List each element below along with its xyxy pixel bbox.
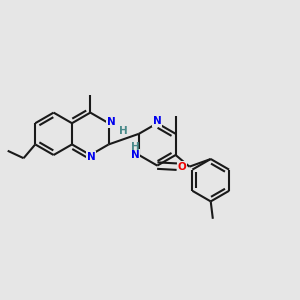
Text: N: N bbox=[131, 150, 140, 160]
Text: N: N bbox=[153, 116, 162, 126]
Text: N: N bbox=[107, 117, 116, 127]
Text: O: O bbox=[178, 162, 187, 172]
Text: H: H bbox=[131, 142, 140, 152]
Text: N: N bbox=[86, 152, 95, 162]
Text: H: H bbox=[119, 126, 128, 136]
